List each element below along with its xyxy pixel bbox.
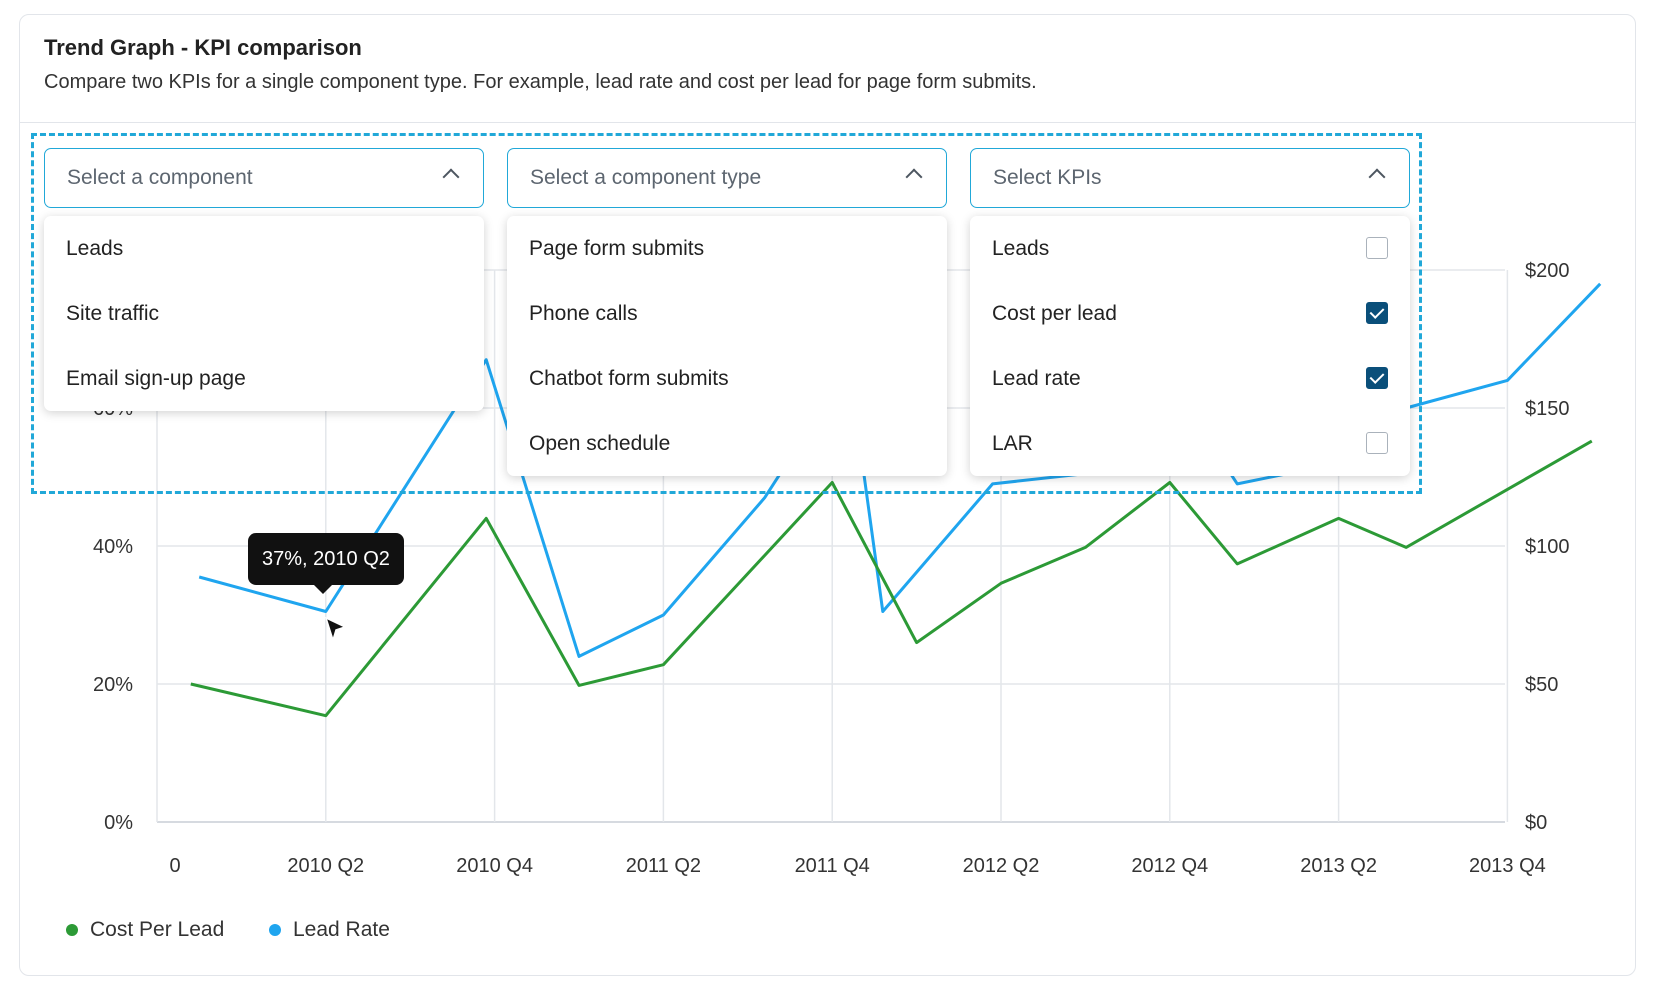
kpi-option-lar[interactable]: LAR — [970, 411, 1410, 476]
y-right-tick-label: $50 — [1525, 674, 1558, 696]
component-option-leads[interactable]: Leads — [44, 216, 484, 281]
component-type-option-open-schedule[interactable]: Open schedule — [507, 411, 947, 476]
series-line-cost-per-lead — [190, 439, 1593, 718]
component-option-site-traffic[interactable]: Site traffic — [44, 281, 484, 346]
legend-label-lead-rate: Lead Rate — [293, 918, 390, 941]
legend-item-lead-rate: Lead Rate — [269, 918, 390, 942]
y-left-tick-label: 20% — [93, 674, 133, 696]
legend-dot-lead-rate — [269, 924, 281, 936]
y-left-tick-label: 40% — [93, 536, 133, 558]
card-title: Trend Graph - KPI comparison — [44, 35, 362, 60]
chart-tooltip: 37%, 2010 Q2 — [248, 533, 404, 594]
chevron-up-icon — [442, 168, 460, 186]
y-right-tick-label: $0 — [1525, 812, 1547, 834]
component-option-email-sign-up-page[interactable]: Email sign-up page — [44, 346, 484, 411]
component-type-select-placeholder: Select a component type — [530, 166, 762, 189]
y-right-tick-label: $200 — [1525, 260, 1570, 282]
card-description: Compare two KPIs for a single component … — [44, 71, 1037, 93]
component-type-select[interactable]: Select a component type — [507, 148, 947, 208]
component-menu: Leads Site traffic Email sign-up page — [44, 216, 484, 411]
kpi-checkbox-lar[interactable] — [1366, 432, 1388, 454]
legend-label-cost-per-lead: Cost Per Lead — [90, 918, 225, 941]
component-type-option-page-form-submits[interactable]: Page form submits — [507, 216, 947, 281]
kpi-option-cost-per-lead[interactable]: Cost per lead — [970, 281, 1410, 346]
x-tick-label: 2010 Q2 — [287, 855, 364, 877]
option-label: LAR — [992, 432, 1033, 455]
component-select[interactable]: Select a component — [44, 148, 484, 208]
kpis-select[interactable]: Select KPIs — [970, 148, 1410, 208]
x-tick-label: 0 — [169, 855, 180, 877]
y-left-tick-label: 0% — [104, 812, 133, 834]
option-label: Email sign-up page — [66, 367, 246, 390]
y-right-tick-label: $100 — [1525, 536, 1570, 558]
option-label: Phone calls — [529, 302, 638, 325]
kpi-checkbox-lead-rate[interactable] — [1366, 367, 1388, 389]
option-label: Page form submits — [529, 237, 705, 260]
x-tick-label: 2010 Q4 — [456, 855, 533, 877]
component-select-placeholder: Select a component — [67, 166, 253, 189]
component-type-menu: Page form submits Phone calls Chatbot fo… — [507, 216, 947, 476]
card-header: Trend Graph - KPI comparison Compare two… — [20, 15, 1635, 123]
option-label: Lead rate — [992, 367, 1081, 390]
kpis-select-placeholder: Select KPIs — [993, 166, 1102, 189]
component-type-option-chatbot-form-submits[interactable]: Chatbot form submits — [507, 346, 947, 411]
option-label: Open schedule — [529, 432, 671, 455]
x-tick-label: 2013 Q2 — [1300, 855, 1377, 877]
chevron-up-icon — [1368, 168, 1386, 186]
mouse-cursor-icon — [324, 616, 348, 648]
x-tick-label: 2011 Q4 — [795, 855, 870, 877]
option-label: Cost per lead — [992, 302, 1117, 325]
option-label: Chatbot form submits — [529, 367, 729, 390]
x-tick-label: 2012 Q4 — [1131, 855, 1208, 877]
legend-dot-cost-per-lead — [66, 924, 78, 936]
option-label: Leads — [992, 237, 1050, 260]
component-type-option-phone-calls[interactable]: Phone calls — [507, 281, 947, 346]
y-right-tick-label: $150 — [1525, 398, 1570, 420]
kpi-option-leads[interactable]: Leads — [970, 216, 1410, 281]
kpi-checkbox-cost-per-lead[interactable] — [1366, 302, 1388, 324]
kpi-option-lead-rate[interactable]: Lead rate — [970, 346, 1410, 411]
legend-item-cost-per-lead: Cost Per Lead — [66, 918, 224, 942]
x-tick-label: 2012 Q2 — [963, 855, 1040, 877]
x-tick-label: 2011 Q2 — [626, 855, 701, 877]
option-label: Leads — [66, 237, 124, 260]
x-tick-label: 2013 Q4 — [1469, 855, 1546, 877]
chevron-up-icon — [905, 168, 923, 186]
kpi-checkbox-leads[interactable] — [1366, 237, 1388, 259]
option-label: Site traffic — [66, 302, 159, 325]
kpis-menu: Leads Cost per lead Lead rate LAR — [970, 216, 1410, 476]
